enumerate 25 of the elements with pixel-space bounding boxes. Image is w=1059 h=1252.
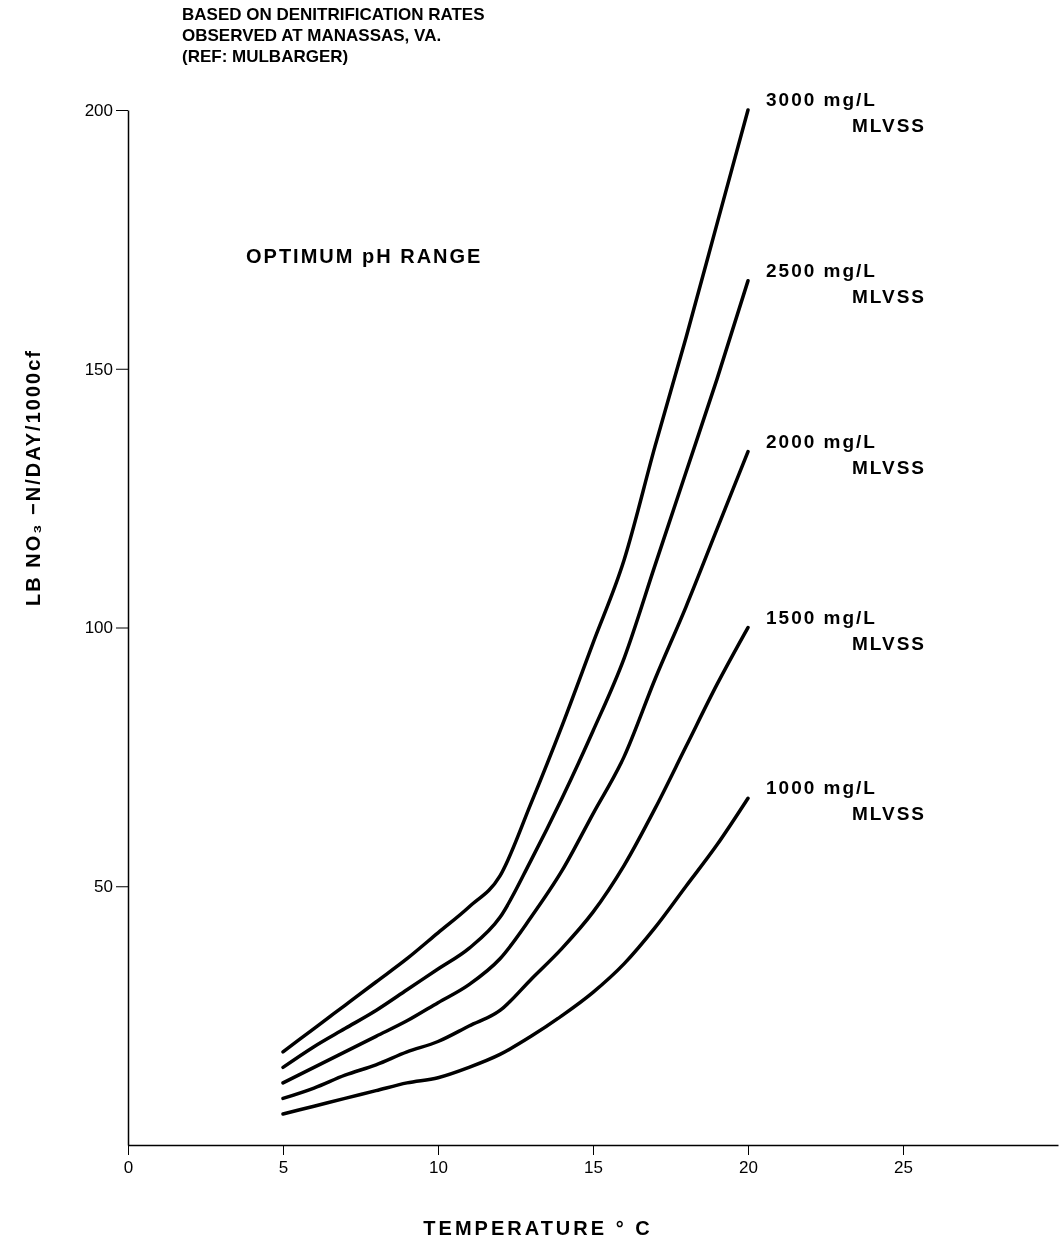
line-series (281, 449, 750, 1085)
annotation: OPTIMUM pH RANGE (246, 245, 483, 267)
y-tick-label: 100 (84, 618, 113, 638)
line-series (281, 279, 750, 1070)
x-tick-label: 15 (584, 1158, 603, 1178)
series-label: 1500 mg/L MLVSS (766, 606, 927, 654)
x-tick-label: 20 (739, 1158, 758, 1178)
series-label: 2500 mg/L MLVSS (766, 259, 927, 307)
y-tick-label: 150 (84, 359, 113, 379)
line-series (281, 625, 750, 1101)
series-label: 1000 mg/L MLVSS (766, 777, 927, 825)
line-series (281, 796, 750, 1116)
x-tick-label: 10 (429, 1158, 448, 1178)
text: (REF: MULBARGER) (182, 47, 349, 66)
x-tick-label: 5 (278, 1158, 289, 1178)
x-tick-label: 0 (123, 1158, 134, 1178)
y-tick-label: 50 (94, 877, 113, 897)
x-axis-title: TEMPERATURE ° C (423, 1217, 653, 1239)
chart-title: BASED ON DENITRIFICATION RATES (182, 5, 485, 24)
series-label: 2000 mg/L MLVSS (766, 430, 927, 478)
y-axis-title: LB NO₃ −N/DAY/1000cf (22, 349, 44, 606)
chart-subtitle: OBSERVED AT MANASSAS, VA. (182, 26, 442, 45)
x-tick-label: 25 (894, 1158, 913, 1178)
y-tick-label: 200 (84, 100, 113, 120)
series-label: 3000 mg/L MLVSS (766, 89, 927, 136)
